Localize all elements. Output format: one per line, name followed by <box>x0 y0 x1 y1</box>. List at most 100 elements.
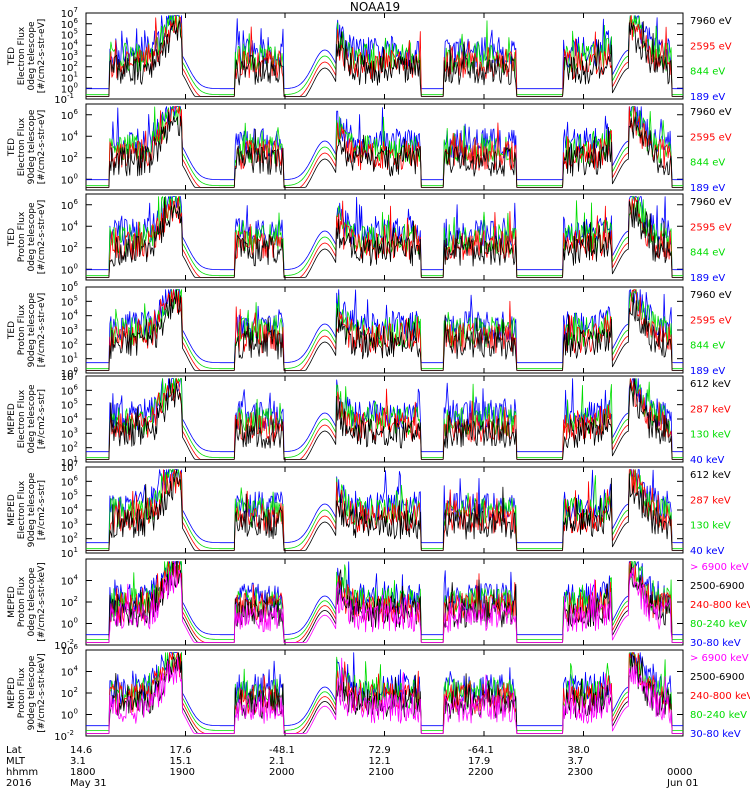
footer-hhmm-value: 1800 <box>70 767 96 778</box>
y-tick-label: 104 <box>61 129 79 143</box>
y-axis-label: 0deg telescope <box>27 21 37 91</box>
series-trace-black <box>86 289 683 371</box>
footer-mlt-value: 15.1 <box>169 756 192 767</box>
y-tick-exponent: 0 <box>74 708 78 716</box>
footer-hhmm-value: 2100 <box>368 767 394 778</box>
legend-entry: 7960 eV <box>690 197 732 208</box>
y-tick-exponent: 0 <box>74 366 78 374</box>
y-tick-label: 107 <box>61 460 78 474</box>
legend-entry: 130 keV <box>690 521 731 532</box>
footer-row-label: hhmm <box>6 767 39 778</box>
y-tick-exponent: 2 <box>74 595 78 603</box>
y-tick-label: 102 <box>61 151 78 165</box>
y-tick-label: 105 <box>61 398 78 412</box>
y-tick-exponent: 0 <box>74 617 78 625</box>
footer-lat-value: -64.1 <box>468 745 494 756</box>
y-tick-exponent: -1 <box>67 92 74 100</box>
footer-hhmm-value: 0000 <box>667 767 693 778</box>
y-tick-exponent: 4 <box>74 412 79 420</box>
y-tick-exponent: 1 <box>74 546 78 554</box>
legend-entry: 7960 eV <box>690 290 732 301</box>
y-tick-exponent: -2 <box>67 638 74 646</box>
y-tick-exponent: 1 <box>74 71 78 79</box>
y-tick-label: 104 <box>61 412 79 426</box>
y-tick-exponent: 6 <box>74 643 79 651</box>
legend-entry: 844 eV <box>690 67 725 78</box>
y-tick-label: 104 <box>61 574 79 588</box>
y-axis-label: TED <box>7 321 17 340</box>
y-tick-label: 102 <box>61 441 78 455</box>
series-trace-black <box>86 469 683 551</box>
legend-entry: 40 keV <box>690 455 724 466</box>
y-tick-exponent: 0 <box>74 81 78 89</box>
series-trace-green <box>86 652 683 731</box>
legend-entry: 2595 eV <box>690 315 732 326</box>
series-trace-black <box>86 196 683 278</box>
y-tick-label: 10-2 <box>54 729 74 743</box>
y-tick-exponent: 1 <box>74 352 78 360</box>
y-axis-label: MEPED <box>7 677 17 709</box>
y-tick-exponent: 7 <box>74 369 78 377</box>
legend-entry: 240-800 keV <box>690 691 750 702</box>
y-tick-label: 101 <box>61 546 78 560</box>
y-tick-exponent: 6 <box>74 280 79 288</box>
footer-mlt-value: 3.1 <box>70 756 86 767</box>
y-tick-label: 106 <box>61 280 79 294</box>
footer-hhmm-value: 2300 <box>567 767 593 778</box>
legend-entry: 844 eV <box>690 248 725 259</box>
y-tick-exponent: 1 <box>74 455 78 463</box>
legend-entry: 287 keV <box>690 495 731 506</box>
y-axis-label: [#/cm2-s-str-eV] <box>37 110 47 185</box>
y-axis-label: TED <box>7 228 17 247</box>
y-tick-label: 106 <box>61 643 79 657</box>
series-trace-red <box>86 378 683 460</box>
y-tick-label: 104 <box>61 309 79 323</box>
y-axis-label: 0deg telescope <box>27 202 37 272</box>
legend-entry: 2595 eV <box>690 41 732 52</box>
y-tick-exponent: 4 <box>74 219 79 227</box>
y-axis-label: [#/cm2-s-str] <box>37 480 47 540</box>
series-trace-green <box>86 106 683 187</box>
y-tick-exponent: 4 <box>74 309 79 317</box>
y-tick-exponent: 6 <box>74 17 79 25</box>
y-tick-exponent: 6 <box>74 198 79 206</box>
footer-mlt-value: 12.1 <box>368 756 391 767</box>
footer-date-value: May 31 <box>70 778 107 789</box>
y-tick-label: 105 <box>61 294 78 308</box>
series-trace-red <box>86 469 683 551</box>
y-tick-label: 106 <box>61 474 79 488</box>
legend-entry: 189 eV <box>690 366 725 377</box>
y-tick-label: 100 <box>61 708 78 722</box>
y-tick-exponent: 4 <box>74 503 79 511</box>
y-axis-label: [#/cm2-s-str-eV] <box>37 200 47 275</box>
y-tick-exponent: -2 <box>67 729 74 737</box>
footer-mlt-value: 17.9 <box>468 756 491 767</box>
series-trace-magenta <box>86 561 683 643</box>
y-tick-exponent: 5 <box>74 294 78 302</box>
panel-3: 100 102 104 106 TED Proton Flux 0deg telescope… <box>7 193 732 284</box>
panel-8: 10-2 100 102 104 106 MEPED Proton Flux 90deg te… <box>7 643 750 743</box>
y-axis-label: Proton Flux <box>17 667 27 718</box>
legend-entry: 844 eV <box>690 341 725 352</box>
y-axis-label: Proton Flux <box>17 304 27 355</box>
y-tick-exponent: 3 <box>74 323 78 331</box>
y-tick-exponent: 2 <box>74 686 78 694</box>
y-tick-label: 100 <box>61 617 78 631</box>
legend-entry: 2595 eV <box>690 132 732 143</box>
y-tick-exponent: 2 <box>74 60 78 68</box>
y-tick-exponent: 5 <box>74 28 78 36</box>
y-tick-exponent: 6 <box>74 383 79 391</box>
y-tick-exponent: 2 <box>74 151 78 159</box>
y-tick-label: 101 <box>61 352 78 366</box>
y-tick-label: 102 <box>61 686 78 700</box>
legend-entry: 80-240 keV <box>690 710 747 721</box>
y-tick-exponent: 6 <box>74 474 79 482</box>
legend-entry: 612 keV <box>690 379 731 390</box>
footer-hhmm-value: 2000 <box>269 767 295 778</box>
y-tick-label: 102 <box>61 241 78 255</box>
y-tick-label: 106 <box>61 383 79 397</box>
